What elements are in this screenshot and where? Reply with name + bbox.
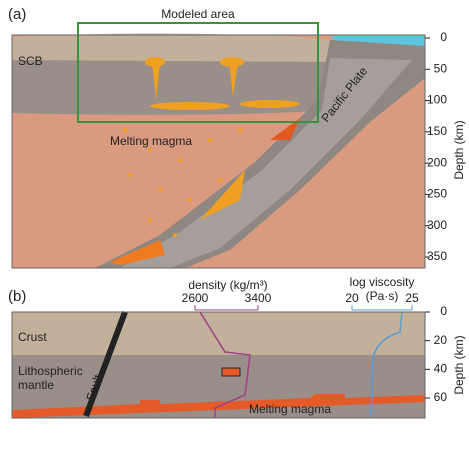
y-tick-label: 0 [440,304,447,318]
magma-body [222,368,240,376]
label: Melting magma [110,134,192,148]
y-tick-label: 0 [440,30,447,44]
x-tick-label: 2600 [182,291,209,305]
y-tick-label: 250 [427,187,447,201]
y-tick-label: 50 [434,61,448,75]
axis-title: Depth (km) [452,120,466,179]
crust [12,34,330,63]
y-tick-label: 300 [427,218,447,232]
panel-label: (b) [8,288,26,305]
label: Lithospheric [18,364,83,378]
figure: (a) Modeled area SCB Pacific Plate Melti… [0,0,469,455]
y-tick-label: 200 [427,155,447,169]
axis-title: log viscosity [350,275,415,289]
y-tick-label: 350 [427,249,447,263]
x-tick-label: 3400 [245,291,272,305]
crust [12,312,425,355]
axis-title: Depth (km) [452,335,466,394]
y-tick-label: 20 [434,333,448,347]
x-tick-label: 25 [405,291,419,305]
y-tick-label: 60 [434,390,448,404]
axis-unit: (Pa·s) [366,289,399,303]
x-tick-label: 20 [345,291,359,305]
panel-label: (a) [8,6,26,23]
label: Crust [18,330,47,344]
title: Modeled area [161,7,235,21]
y-tick-label: 100 [427,93,447,107]
y-tick-label: 150 [427,124,447,138]
y-tick-label: 40 [434,362,448,376]
axis-title: density (kg/m³) [188,278,267,292]
label: SCB [18,54,43,68]
label: Melting magma [249,402,331,416]
label: mantle [18,378,54,392]
